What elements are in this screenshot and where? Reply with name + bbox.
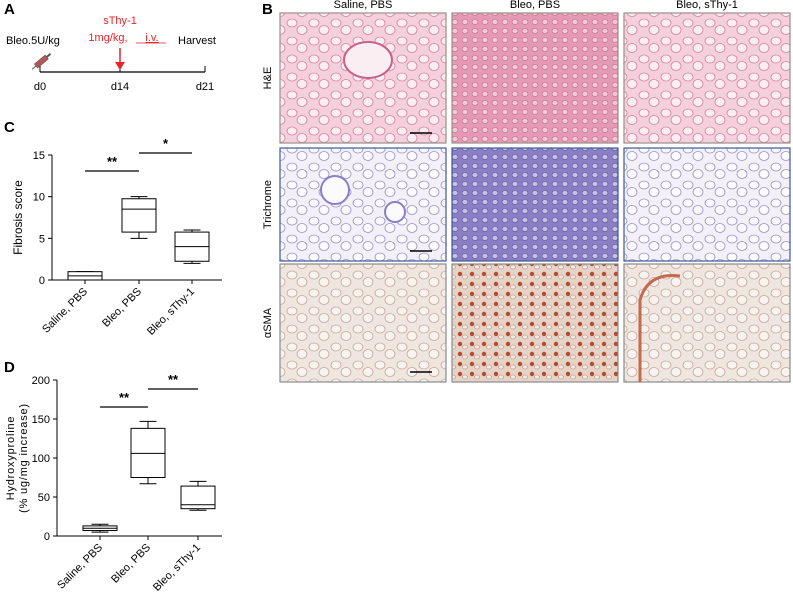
- y-tick-label: 150: [32, 414, 50, 426]
- x-tick-label: Saline, PBS: [40, 286, 90, 336]
- box: [180, 485, 216, 510]
- vessel: [638, 274, 681, 382]
- histology-image: [279, 12, 447, 144]
- panel-label: C: [4, 119, 15, 136]
- row-label: Trichrome: [262, 180, 274, 229]
- y-tick-label: 0: [39, 275, 45, 287]
- histology-image: [279, 263, 447, 383]
- box: [121, 198, 157, 233]
- x-tick-label: Saline, PBS: [55, 542, 105, 592]
- y-tick-label: 50: [38, 492, 50, 504]
- y-tick-label: 0: [44, 531, 50, 543]
- day-label: d14: [111, 81, 129, 93]
- column-header: Bleo, sThy-1: [676, 0, 738, 11]
- panel-label: A: [4, 1, 15, 18]
- x-tick-label: Bleo, sThy-1: [145, 286, 197, 338]
- syringe-icon: [31, 53, 52, 70]
- x-tick-label: Bleo, PBS: [100, 286, 144, 330]
- vessel: [384, 201, 406, 223]
- histology-image: [623, 147, 791, 262]
- row-label: αSMA: [262, 307, 274, 338]
- dose-label: Bleo.5U/kg: [6, 35, 60, 47]
- day-label: d0: [34, 81, 46, 93]
- histology-image: [451, 12, 619, 144]
- histology-image: [279, 147, 447, 262]
- harvest-label: Harvest: [178, 35, 216, 47]
- vessel: [320, 175, 350, 205]
- histology-image: [451, 147, 619, 262]
- y-axis-label: (% ug/mg increase): [18, 403, 30, 513]
- histology-image: [451, 263, 619, 383]
- histology-image: [623, 12, 791, 144]
- x-tick-label: Bleo, sThy-1: [151, 542, 203, 594]
- airway: [343, 41, 393, 79]
- y-axis-label: Hydroxyproline: [5, 416, 17, 501]
- treatment-name: sThy-1: [103, 15, 137, 27]
- y-axis-label: Fibrosis score: [11, 180, 25, 255]
- y-tick-label: 200: [32, 375, 50, 387]
- significance-label: **: [119, 390, 130, 405]
- column-header: Bleo, PBS: [510, 0, 560, 11]
- panel-label: B: [262, 1, 273, 18]
- y-tick-label: 100: [32, 453, 50, 465]
- significance-label: **: [168, 372, 179, 387]
- panel-label: D: [4, 359, 15, 376]
- y-tick-label: 10: [33, 192, 45, 204]
- treatment-arrowhead: [115, 62, 125, 70]
- histology-image: [623, 263, 791, 383]
- significance-label: **: [107, 154, 118, 169]
- y-tick-label: 5: [39, 233, 45, 245]
- row-label: H&E: [262, 67, 274, 90]
- histology-grid: Saline, PBS Bleo, PBS Bleo, sThy-1 H&E Trich…: [262, 0, 791, 383]
- treatment-dose: 1mg/kg,: [88, 32, 127, 44]
- column-header: Saline, PBS: [334, 0, 393, 11]
- significance-label: *: [163, 136, 169, 151]
- day-label: d21: [196, 81, 214, 93]
- treatment-route: i.v.: [145, 32, 158, 44]
- x-tick-label: Bleo, PBS: [109, 542, 153, 586]
- y-tick-label: 15: [33, 150, 45, 162]
